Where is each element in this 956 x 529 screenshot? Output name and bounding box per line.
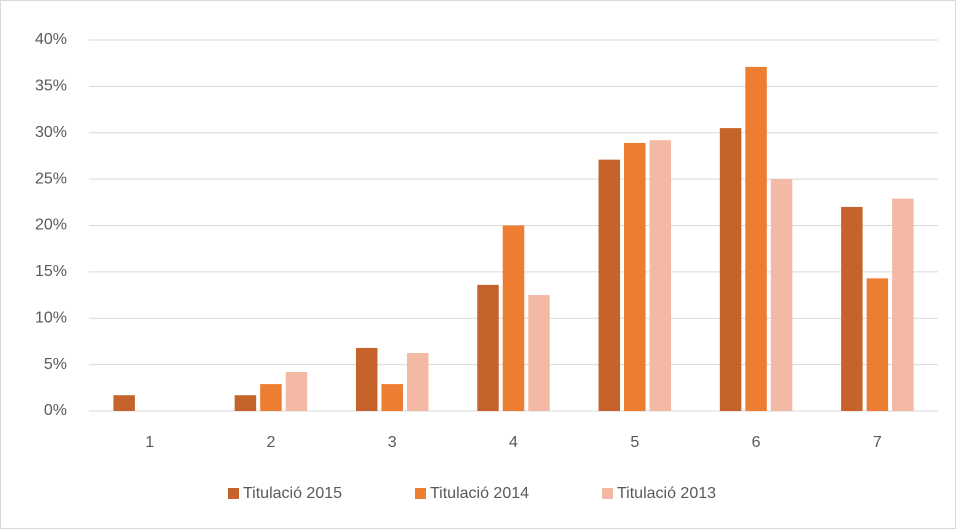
bar xyxy=(285,372,308,411)
legend-swatch xyxy=(228,488,239,499)
legend-swatch xyxy=(602,488,613,499)
legend-label: Titulació 2014 xyxy=(430,485,529,502)
bar xyxy=(355,347,378,411)
legend-label: Titulació 2015 xyxy=(243,485,342,502)
bar xyxy=(649,140,672,412)
bar xyxy=(719,128,742,412)
y-tick-label: 20% xyxy=(35,217,67,234)
x-tick-label: 4 xyxy=(509,434,518,451)
bar xyxy=(502,225,525,411)
legend-swatch xyxy=(415,488,426,499)
bar xyxy=(477,284,499,411)
y-tick-label: 30% xyxy=(35,124,67,141)
bar xyxy=(892,198,914,411)
y-tick-label: 0% xyxy=(44,402,67,419)
bar xyxy=(528,295,550,411)
legend-label: Titulació 2013 xyxy=(617,485,716,502)
y-tick-label: 5% xyxy=(44,356,67,373)
bar xyxy=(866,278,889,411)
x-tick-label: 1 xyxy=(145,434,154,451)
bar xyxy=(260,384,282,411)
x-tick-label: 5 xyxy=(630,434,639,451)
y-tick-label: 25% xyxy=(35,170,67,187)
x-tick-label: 2 xyxy=(266,434,275,451)
y-tick-label: 10% xyxy=(35,309,67,326)
bar xyxy=(841,206,863,411)
bar xyxy=(381,384,403,411)
bar xyxy=(406,353,429,411)
bar xyxy=(770,179,793,411)
x-tick-label: 6 xyxy=(752,434,761,451)
y-tick-label: 15% xyxy=(35,263,67,280)
x-tick-label: 3 xyxy=(388,434,397,451)
bar xyxy=(234,395,257,411)
y-tick-label: 35% xyxy=(35,78,67,95)
bar xyxy=(113,395,135,411)
y-tick-label: 40% xyxy=(35,31,67,48)
bar xyxy=(598,159,621,411)
x-tick-label: 7 xyxy=(873,434,882,451)
bar xyxy=(624,142,646,411)
bar xyxy=(745,66,767,412)
